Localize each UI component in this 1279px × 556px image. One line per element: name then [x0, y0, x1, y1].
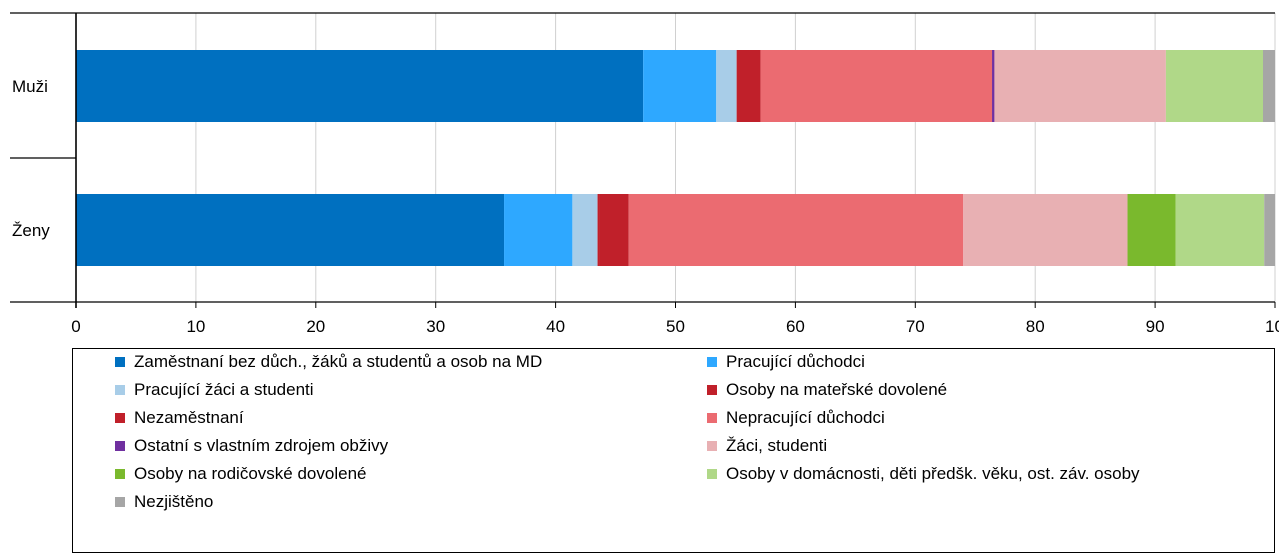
bar-segment	[760, 50, 993, 122]
bar-segment	[1165, 50, 1264, 122]
bars	[76, 50, 1275, 266]
legend-label: Nezaměstnaní	[134, 408, 244, 427]
bar-segment	[1263, 50, 1275, 122]
x-tick-labels: 0 10 20 30 40 50 60 70 80 90 100	[71, 317, 1279, 336]
bar-segment	[597, 194, 600, 266]
bar-segment	[643, 50, 717, 122]
bar-segment	[1264, 194, 1275, 266]
legend-item: Zaměstnaní bez důch., žáků a studentů a …	[115, 350, 542, 374]
category-label: Muži	[12, 77, 48, 96]
legend-swatch	[115, 385, 125, 395]
x-tick-label: 70	[906, 317, 925, 336]
category-label: Ženy	[12, 221, 50, 240]
axes	[10, 12, 1276, 308]
legend-swatch	[707, 385, 717, 395]
bar-segment	[736, 50, 761, 122]
legend-swatch	[707, 413, 717, 423]
legend-item: Pracující žáci a studenti	[115, 378, 314, 402]
x-tick-label: 40	[546, 317, 565, 336]
bar-segment	[599, 194, 629, 266]
bar-segment	[76, 50, 644, 122]
legend-swatch	[707, 469, 717, 479]
legend-item: Osoby na mateřské dovolené	[707, 378, 947, 402]
bar-segment	[992, 50, 995, 122]
legend-item: Osoby v domácnosti, děti předšk. věku, o…	[707, 462, 1140, 486]
legend-swatch	[115, 413, 125, 423]
bar-segment	[716, 50, 737, 122]
legend-swatch	[707, 357, 717, 367]
x-tick-label: 0	[71, 317, 80, 336]
legend-label: Pracující důchodci	[726, 352, 865, 371]
legend-label: Ostatní s vlastním zdrojem obživy	[134, 436, 389, 455]
x-tick-label: 10	[186, 317, 205, 336]
legend-swatch	[115, 357, 125, 367]
category-labels: Muži Ženy	[12, 77, 50, 240]
legend-item: Nepracující důchodci	[707, 406, 885, 430]
legend-item: Žáci, studenti	[707, 434, 827, 458]
legend-label: Žáci, studenti	[726, 436, 828, 455]
legend: Zaměstnaní bez důch., žáků a studentů a …	[72, 348, 1275, 553]
bar-segment	[963, 194, 1128, 266]
legend-label: Osoby na rodičovské dovolené	[134, 464, 367, 483]
x-tick-label: 100	[1265, 317, 1279, 336]
bar-segment	[994, 50, 1166, 122]
legend-label: Zaměstnaní bez důch., žáků a studentů a …	[134, 352, 543, 371]
x-tick-label: 80	[1026, 317, 1045, 336]
legend-item: Pracující důchodci	[707, 350, 865, 374]
bar-segment	[504, 194, 573, 266]
x-tick-label: 60	[786, 317, 805, 336]
x-tick-label: 50	[666, 317, 685, 336]
bar-segment	[1127, 194, 1176, 266]
bar-segment	[1175, 194, 1265, 266]
legend-label: Pracující žáci a studenti	[134, 380, 314, 399]
legend-label: Osoby na mateřské dovolené	[726, 380, 948, 399]
x-tick-label: 20	[306, 317, 325, 336]
x-tick-label: 90	[1146, 317, 1165, 336]
legend-swatch	[115, 469, 125, 479]
legend-swatch	[115, 441, 125, 451]
bar-segment	[76, 194, 505, 266]
legend-item: Ostatní s vlastním zdrojem obživy	[115, 434, 388, 458]
legend-label: Nepracující důchodci	[726, 408, 885, 427]
legend-label: Osoby v domácnosti, děti předšk. věku, o…	[726, 464, 1140, 483]
legend-item: Osoby na rodičovské dovolené	[115, 462, 366, 486]
x-tick-label: 30	[426, 317, 445, 336]
legend-label: Nezjištěno	[134, 492, 214, 511]
bar-segment	[572, 194, 598, 266]
legend-swatch	[115, 497, 125, 507]
legend-swatch	[707, 441, 717, 451]
legend-item: Nezaměstnaní	[115, 406, 244, 430]
legend-item: Nezjištěno	[115, 490, 213, 514]
bar-segment	[628, 194, 964, 266]
